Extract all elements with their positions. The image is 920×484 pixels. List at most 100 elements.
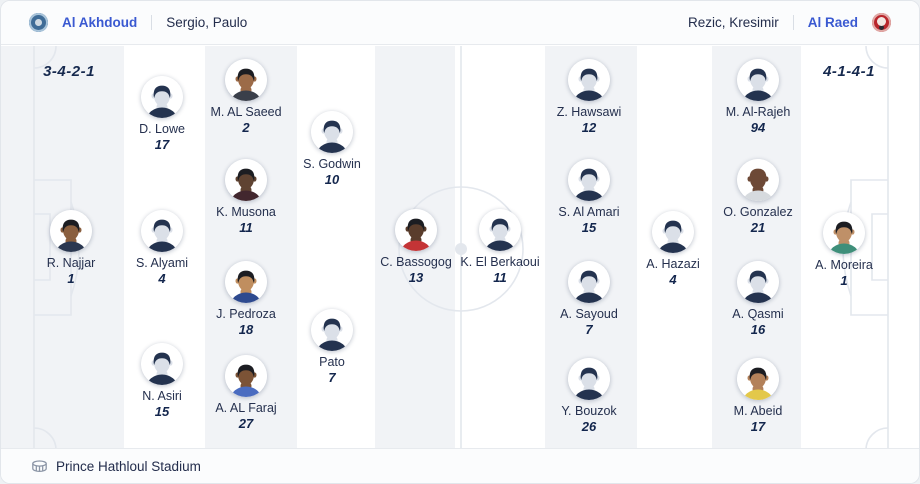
player-number: 12 <box>581 120 597 136</box>
player-home[interactable]: S. Alyami 4 <box>102 210 222 286</box>
player-name: D. Lowe <box>139 122 185 136</box>
player-home[interactable]: S. Godwin 10 <box>272 111 392 187</box>
player-avatar[interactable] <box>737 358 779 400</box>
player-name: Pato <box>319 355 345 369</box>
header-divider <box>792 15 794 30</box>
player-number: 11 <box>239 220 253 236</box>
player-away[interactable]: M. Al-Rajeh 94 <box>698 59 818 135</box>
player-number: 1 <box>840 273 848 289</box>
player-away[interactable]: O. Gonzalez 21 <box>698 159 818 235</box>
player-avatar[interactable] <box>225 355 267 397</box>
pitch: 3-4-2-1 4-1-4-1 R. Najjar 1 D. Lowe 17 S. Al… <box>1 46 919 450</box>
player-avatar[interactable] <box>479 209 521 251</box>
player-name: A. Moreira <box>815 258 873 272</box>
player-avatar[interactable] <box>141 76 183 118</box>
away-team-name[interactable]: Al Raed <box>807 15 858 30</box>
player-name: R. Najjar <box>46 256 96 270</box>
player-number: 17 <box>154 137 170 153</box>
venue-name: Prince Hathloul Stadium <box>56 458 201 474</box>
player-avatar[interactable] <box>311 111 353 153</box>
player-number: 4 <box>158 271 166 287</box>
player-name: K. El Berkaoui <box>460 255 540 269</box>
player-number: 15 <box>581 220 597 236</box>
player-name: O. Gonzalez <box>723 205 793 219</box>
player-name: A. Qasmi <box>732 307 784 321</box>
player-avatar[interactable] <box>568 159 610 201</box>
away-coach-name[interactable]: Rezic, Kresimir <box>687 15 779 30</box>
player-number: 13 <box>408 270 424 286</box>
player-home[interactable]: A. AL Faraj 27 <box>186 355 306 431</box>
lineups-footer: Prince Hathloul Stadium <box>1 448 919 483</box>
player-name: Y. Bouzok <box>561 404 617 418</box>
player-name: S. Al Amari <box>558 205 620 219</box>
player-avatar[interactable] <box>737 261 779 303</box>
home-team-logo-icon[interactable] <box>29 13 48 32</box>
player-home[interactable]: D. Lowe 17 <box>102 76 222 152</box>
player-avatar[interactable] <box>395 209 437 251</box>
player-name: Z. Hawsawi <box>556 105 622 119</box>
player-number: 94 <box>750 120 766 136</box>
player-number: 4 <box>669 272 677 288</box>
player-name: J. Pedroza <box>216 307 276 321</box>
player-away[interactable]: M. Abeid 17 <box>698 358 818 434</box>
player-home[interactable]: M. AL Saeed 2 <box>186 59 306 135</box>
player-away[interactable]: A. Hazazi 4 <box>613 211 733 287</box>
player-home[interactable]: N. Asiri 15 <box>102 343 222 419</box>
home-team-header: Al Akhdoud Sergio, Paulo <box>29 13 247 32</box>
player-name: S. Godwin <box>303 157 361 171</box>
player-name: C. Bassogog <box>380 255 452 269</box>
player-avatar[interactable] <box>225 59 267 101</box>
player-avatar[interactable] <box>141 210 183 252</box>
player-number: 7 <box>585 322 593 338</box>
player-away[interactable]: K. El Berkaoui 11 <box>440 209 560 285</box>
player-home[interactable]: C. Bassogog 13 <box>356 209 476 285</box>
home-team-name[interactable]: Al Akhdoud <box>62 15 138 30</box>
player-name: S. Alyami <box>135 256 189 270</box>
header-divider <box>151 15 153 30</box>
player-avatar[interactable] <box>737 159 779 201</box>
player-away[interactable]: A. Qasmi 16 <box>698 261 818 337</box>
player-avatar[interactable] <box>568 59 610 101</box>
player-avatar[interactable] <box>225 159 267 201</box>
away-team-logo-icon[interactable] <box>872 13 891 32</box>
player-avatar[interactable] <box>823 212 865 254</box>
player-away[interactable]: A. Moreira 1 <box>784 212 904 288</box>
player-name: A. Hazazi <box>646 257 700 271</box>
player-name: K. Musona <box>216 205 276 219</box>
player-avatar[interactable] <box>141 343 183 385</box>
player-away[interactable]: Z. Hawsawi 12 <box>529 59 649 135</box>
player-home[interactable]: R. Najjar 1 <box>11 210 131 286</box>
away-formation-label: 4-1-4-1 <box>823 63 875 80</box>
player-avatar[interactable] <box>225 261 267 303</box>
player-away[interactable]: S. Al Amari 15 <box>529 159 649 235</box>
player-home[interactable]: K. Musona 11 <box>186 159 306 235</box>
player-avatar[interactable] <box>652 211 694 253</box>
player-name: A. Sayoud <box>560 307 618 321</box>
player-name: A. AL Faraj <box>215 401 277 415</box>
player-number: 7 <box>328 370 336 386</box>
player-number: 16 <box>750 322 766 338</box>
stadium-icon <box>31 458 48 475</box>
home-formation-label: 3-4-2-1 <box>43 63 95 80</box>
player-avatar[interactable] <box>50 210 92 252</box>
player-number: 15 <box>154 404 170 420</box>
player-avatar[interactable] <box>737 59 779 101</box>
player-number: 17 <box>750 419 766 435</box>
player-number: 18 <box>238 322 254 338</box>
player-avatar[interactable] <box>311 309 353 351</box>
player-number: 2 <box>242 120 250 136</box>
player-number: 21 <box>750 220 766 236</box>
home-coach-name[interactable]: Sergio, Paulo <box>166 15 248 30</box>
player-home[interactable]: J. Pedroza 18 <box>186 261 306 337</box>
player-name: M. AL Saeed <box>210 105 282 119</box>
player-number: 1 <box>67 271 75 287</box>
player-away[interactable]: A. Sayoud 7 <box>529 261 649 337</box>
player-number: 26 <box>581 419 597 435</box>
player-avatar[interactable] <box>568 261 610 303</box>
player-name: N. Asiri <box>142 389 182 403</box>
player-avatar[interactable] <box>568 358 610 400</box>
player-home[interactable]: Pato 7 <box>272 309 392 385</box>
player-number: 10 <box>324 172 340 188</box>
player-away[interactable]: Y. Bouzok 26 <box>529 358 649 434</box>
